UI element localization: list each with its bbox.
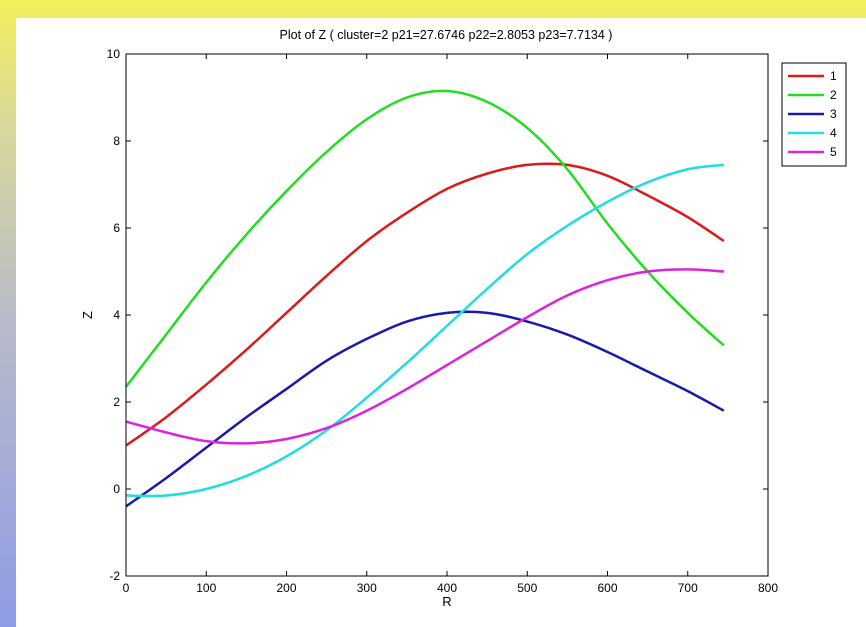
y-tick-label: -2 [109,569,120,583]
series-line-1 [125,162,725,447]
y-tick-label: 4 [113,308,120,322]
x-axis-label: R [442,594,451,609]
x-tick-label: 800 [758,581,778,595]
y-tick-label: 0 [113,482,120,496]
x-tick-label: 300 [357,581,377,595]
legend-label-1: 1 [830,69,837,83]
y-axis-label: Z [80,311,95,319]
y-tick-label: 8 [113,134,120,148]
plot-lines [125,89,725,508]
x-tick-label: 100 [196,581,216,595]
legend-label-4: 4 [830,126,837,140]
x-tick-label: 200 [276,581,296,595]
x-tick-label: 600 [597,581,617,595]
series-line-5 [125,268,724,445]
line-chart: Plot of Z ( cluster=2 p21=27.6746 p22=2.… [80,28,847,609]
chart-title: Plot of Z ( cluster=2 p21=27.6746 p22=2.… [280,28,613,42]
plot-frame [125,53,769,577]
y-tick-label: 6 [113,221,120,235]
figure-panel: Plot of Z ( cluster=2 p21=27.6746 p22=2.… [16,18,866,627]
x-tick-label: 500 [517,581,537,595]
legend-label-3: 3 [830,107,837,121]
legend-label-5: 5 [830,145,837,159]
series-line-2 [125,89,725,388]
x-tick-label: 400 [437,581,457,595]
legend-label-2: 2 [830,88,837,102]
y-tick-label: 2 [113,395,120,409]
x-tick-label: 700 [678,581,698,595]
y-tick-label: 10 [107,47,121,61]
legend: 1 2 3 4 5 [781,62,847,167]
series-line-4 [125,163,725,498]
series-line-3 [125,310,725,508]
x-tick-label: 0 [123,581,130,595]
